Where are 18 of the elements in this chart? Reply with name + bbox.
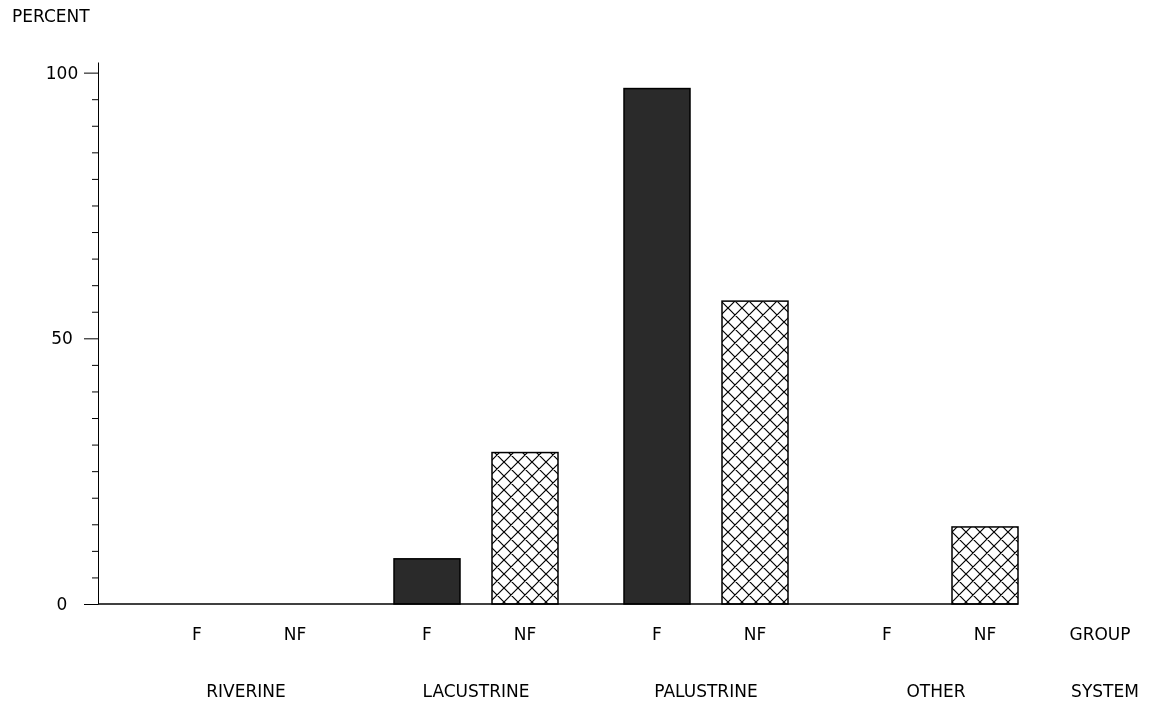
text: F (652, 624, 662, 644)
x-tick-label: PALUSTRINE (654, 681, 758, 701)
text: NF (973, 624, 997, 644)
y-tick-label: 0 (56, 593, 68, 614)
y-tick-label: 50 (51, 328, 73, 349)
x-tick-label: RIVERINE (206, 681, 286, 701)
series-label: NF (513, 624, 537, 644)
text: NF (283, 624, 307, 644)
x-tick-label: OTHER (906, 681, 966, 701)
y-axis-title: PERCENT (12, 6, 91, 26)
text: F (192, 624, 202, 644)
text: NF (743, 624, 767, 644)
x-tick-label: LACUSTRINE (422, 681, 530, 701)
text: F (882, 624, 892, 644)
x-axis-title: SYSTEM (1071, 681, 1139, 701)
series-label: F (422, 624, 432, 644)
text: GROUP (1069, 624, 1131, 644)
y-tick-label: 100 (45, 62, 79, 83)
